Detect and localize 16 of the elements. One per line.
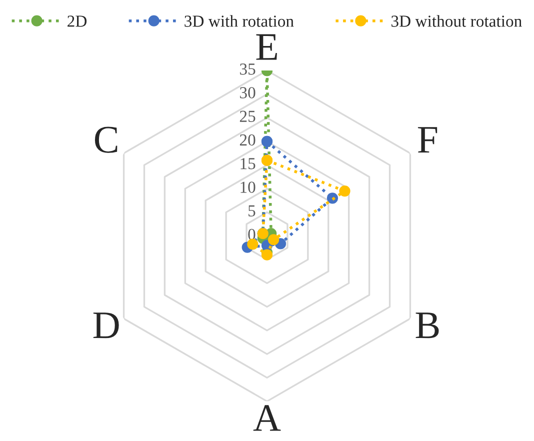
legend-label: 3D with rotation xyxy=(184,15,294,27)
y-tick-label: 20 xyxy=(240,134,256,146)
y-tick-label: 10 xyxy=(240,182,256,193)
spoke-label: F xyxy=(418,127,438,153)
legend-label: 2D xyxy=(68,16,87,27)
spoke-label: B xyxy=(416,312,439,338)
y-tick-label: 25 xyxy=(240,110,256,122)
y-tick-label: 35 xyxy=(240,64,256,75)
spoke-label: C xyxy=(94,126,118,153)
y-tick-label: 30 xyxy=(240,87,256,98)
legend-label: 3D without rotation xyxy=(392,15,522,27)
spoke-label: E xyxy=(256,34,277,60)
spoke-label: A xyxy=(253,405,281,431)
y-tick-label: 15 xyxy=(240,158,256,170)
spoke-label: D xyxy=(93,312,119,338)
y-tick-label: 5 xyxy=(248,205,256,216)
